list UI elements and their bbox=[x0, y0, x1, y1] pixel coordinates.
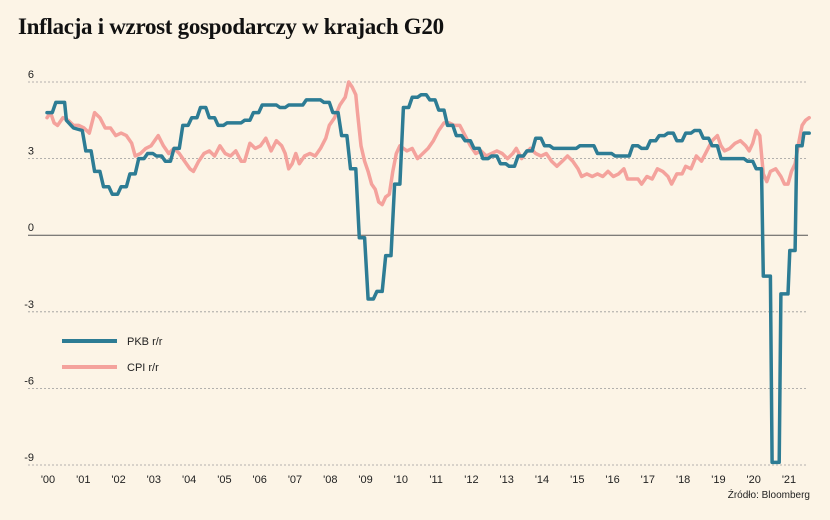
x-tick-label: '19 bbox=[711, 474, 725, 486]
legend-label-pkb: PKB r/r bbox=[127, 336, 163, 348]
x-tick-label: '12 bbox=[464, 474, 478, 486]
series-lines bbox=[45, 80, 811, 465]
series-line-pkb bbox=[45, 93, 811, 465]
x-tick-label: '18 bbox=[676, 474, 690, 486]
y-tick-label: 0 bbox=[28, 222, 34, 234]
x-tick-label: '14 bbox=[535, 474, 549, 486]
x-tick-label: '01 bbox=[76, 474, 90, 486]
x-tick-label: '10 bbox=[394, 474, 408, 486]
x-tick-label: '13 bbox=[500, 474, 514, 486]
x-tick-label: '05 bbox=[217, 474, 231, 486]
x-tick-label: '16 bbox=[605, 474, 619, 486]
grid-lines bbox=[28, 81, 808, 466]
source-note: Źródło: Bloomberg bbox=[727, 490, 810, 501]
x-tick-label: '15 bbox=[570, 474, 584, 486]
x-tick-label: '04 bbox=[182, 474, 196, 486]
series-line-cpi bbox=[45, 80, 811, 207]
x-axis-ticks: '00 '01 '02 '03 '04 '05 '06 '07 '08 '09 '10 '11 '12 '… bbox=[41, 474, 796, 486]
chart-title: Inflacja i wzrost gospodarczy w krajach … bbox=[18, 14, 444, 39]
x-tick-label: '20 bbox=[747, 474, 761, 486]
y-tick-label: -3 bbox=[24, 299, 34, 311]
x-tick-label: '09 bbox=[358, 474, 372, 486]
x-tick-label: '17 bbox=[641, 474, 655, 486]
x-tick-label: '21 bbox=[782, 474, 796, 486]
legend: PKB r/r CPI r/r bbox=[62, 336, 163, 374]
y-tick-label: -9 bbox=[24, 452, 34, 464]
x-tick-label: '00 bbox=[41, 474, 55, 486]
x-tick-label: '03 bbox=[147, 474, 161, 486]
y-tick-label: 6 bbox=[28, 69, 34, 81]
x-tick-label: '02 bbox=[111, 474, 125, 486]
x-tick-label: '07 bbox=[288, 474, 302, 486]
x-tick-label: '11 bbox=[429, 474, 443, 486]
y-tick-label: 3 bbox=[28, 146, 34, 158]
y-axis-ticks: 6 3 0 -3 -6 -9 bbox=[24, 69, 34, 464]
legend-label-cpi: CPI r/r bbox=[127, 362, 159, 374]
y-tick-label: -6 bbox=[24, 375, 34, 387]
x-tick-label: '06 bbox=[253, 474, 267, 486]
x-tick-label: '08 bbox=[323, 474, 337, 486]
